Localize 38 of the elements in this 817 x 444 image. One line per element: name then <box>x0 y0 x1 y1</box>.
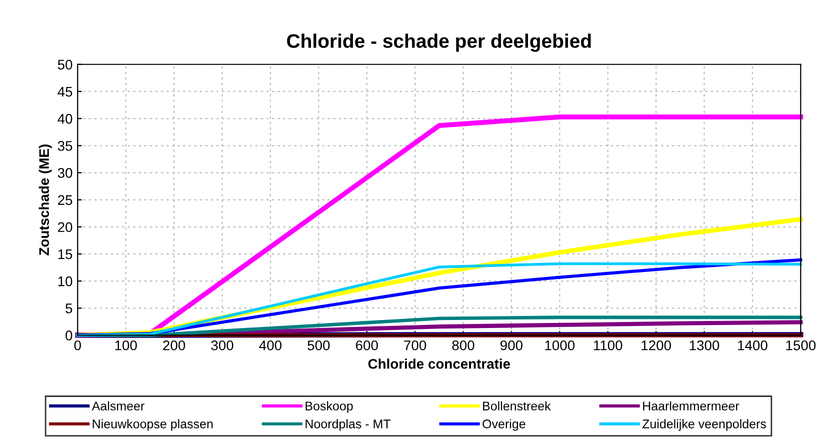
legend-label: Overige <box>482 419 526 431</box>
y-tick-label: 50 <box>58 60 72 70</box>
y-tick-label: 25 <box>58 195 72 205</box>
y-tick-label: 15 <box>58 249 72 260</box>
x-tick-label: 0 <box>74 340 81 350</box>
x-tick-label: 1400 <box>738 340 768 350</box>
legend-label: Nieuwkoopse plassen <box>92 419 213 431</box>
y-tick-label: 35 <box>58 140 72 151</box>
legend-label: Zuidelijke veenpolders <box>642 419 766 431</box>
legend-label: Noordplas - MT <box>306 419 391 431</box>
legend-label: Bollenstreek <box>483 401 551 410</box>
x-axis-title: Chloride concentratie <box>368 358 510 369</box>
x-tick-label: 1500 <box>786 340 816 350</box>
y-tick-label: 45 <box>58 86 72 97</box>
y-axis-title: Zoutschade (ME) <box>38 144 52 256</box>
x-tick-label: 1200 <box>642 340 671 350</box>
x-tick-label: 1000 <box>545 340 575 350</box>
x-tick-label: 1300 <box>690 340 720 350</box>
chart-title: Chloride - schade per deelgebied <box>287 34 591 52</box>
x-tick-label: 600 <box>356 340 378 350</box>
legend-label: Boskoop <box>306 401 353 413</box>
y-tick-label: 0 <box>66 330 72 340</box>
x-tick-label: 800 <box>452 340 474 350</box>
x-tick-label: 700 <box>404 340 426 350</box>
x-tick-label: 300 <box>211 340 234 350</box>
x-tick-label: 500 <box>308 340 330 350</box>
y-tick-label: 30 <box>58 168 72 178</box>
x-tick-label: 200 <box>163 340 186 350</box>
y-tick-label: 10 <box>58 276 72 286</box>
legend-label: Haarlemmermeer <box>643 401 740 410</box>
y-tick-label: 20 <box>58 222 72 232</box>
y-tick-label: 5 <box>66 304 72 314</box>
y-tick-label: 40 <box>58 114 72 124</box>
legend-label: Aalsmeer <box>92 401 144 410</box>
x-tick-label: 900 <box>500 340 522 350</box>
x-tick-label: 100 <box>115 340 137 350</box>
x-tick-label: 400 <box>259 340 282 350</box>
x-tick-label: 1100 <box>594 340 622 350</box>
